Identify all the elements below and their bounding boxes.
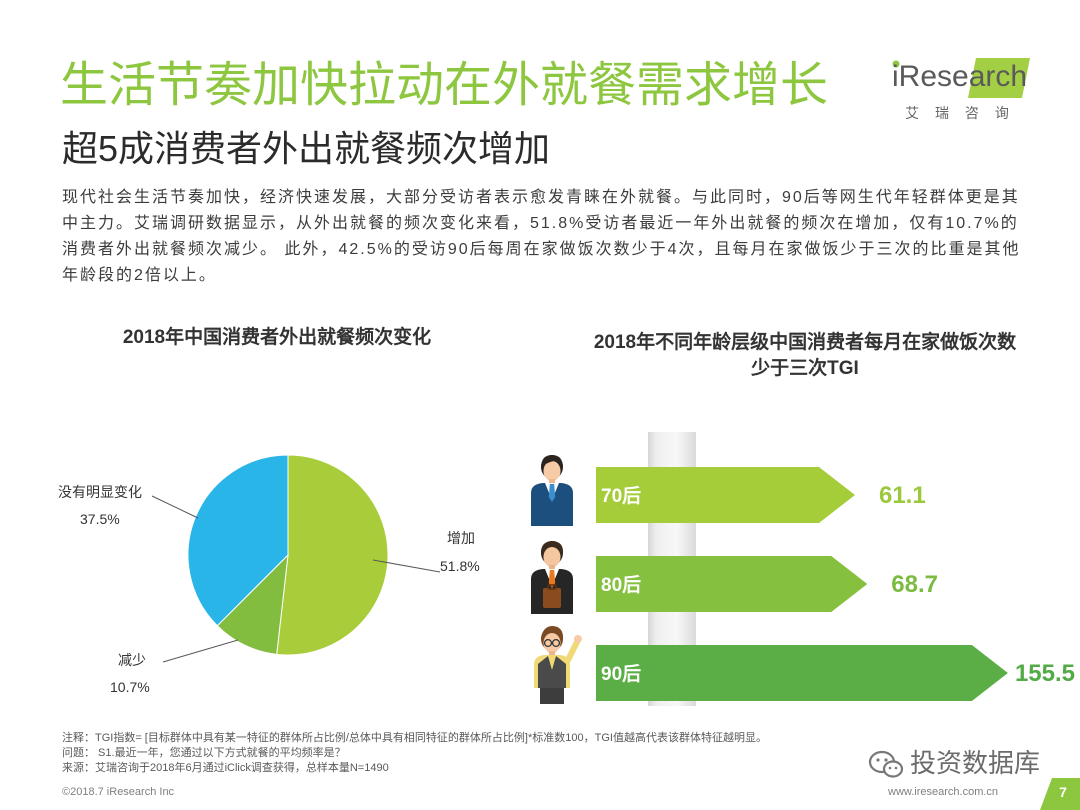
briefcase-handle	[547, 584, 557, 590]
leader-line-increase	[372, 559, 441, 573]
page-subtitle: 超5成消费者外出就餐频次增加	[62, 128, 551, 169]
leader-line-no-change	[151, 495, 199, 519]
logo-brand: iResearch	[892, 60, 1028, 93]
pie-slice-2	[216, 553, 289, 655]
logo-i-dot	[892, 60, 900, 68]
pie-slices	[187, 454, 389, 656]
pie-label-increase: 增加	[447, 530, 475, 546]
pants	[540, 688, 564, 704]
hair-top	[540, 541, 564, 555]
page-title: 生活节奏加快拉动在外就餐需求增长	[60, 59, 829, 112]
tie	[548, 570, 556, 588]
hair-top	[541, 626, 564, 640]
tgi-bars: 70后 61.1 80后 68.7 90后 155.5	[596, 467, 1075, 701]
tgi-bar-category-label: 90后	[601, 663, 641, 685]
tgi-bar-shape	[596, 556, 868, 612]
hand	[574, 635, 582, 643]
person-70s-icon	[531, 455, 573, 526]
vest	[538, 656, 566, 688]
wechat-eye-right	[884, 758, 888, 762]
intro-paragraph: 现代社会生活节奏加快，经济快速发展，大部分受访者表示愈发青睐在外就餐。与此同时，…	[62, 189, 1021, 284]
pie-label-decrease: 减少	[118, 652, 146, 668]
bar-chart-title: 2018年不同年龄层级中国消费者每月在家做饭次数少于三次TGI	[593, 332, 1017, 379]
footnote-question: 问题： S1.最近一年，您通过以下方式就餐的平均频率是？	[62, 747, 346, 759]
raised-arm	[565, 639, 580, 663]
tgi-bar-category-label: 80后	[601, 574, 641, 596]
neck	[549, 651, 555, 656]
watermark-text: 投资数据库	[910, 748, 1041, 778]
pie-value-increase: 51.8%	[440, 558, 480, 574]
logo-green-tag	[968, 58, 1030, 98]
footer-website[interactable]: www.iresearch.com.cn	[888, 786, 999, 798]
tgi-bar-shape	[596, 645, 1008, 701]
neck	[549, 479, 555, 484]
footnote-note: 注释：TGI指数= [目标群体中具有某一特征的群体所占比例/总体中具有相同特征的…	[62, 732, 767, 744]
pie-leader-lines	[151, 495, 441, 663]
tgi-bar-value-label: 68.7	[891, 571, 938, 598]
tgi-bar-value-label: 155.5	[1015, 660, 1075, 687]
hair-top	[541, 455, 563, 468]
footer-copyright: ©2018.7 iResearch Inc	[62, 786, 175, 798]
page-number: 7	[1059, 784, 1067, 800]
pie-chart	[151, 454, 441, 663]
wechat-eye-small-left	[888, 766, 892, 770]
logo-tag-shape	[892, 58, 1030, 98]
person-90s-icon	[534, 626, 582, 704]
logo-brand-cn: 艾 瑞 咨 询	[905, 105, 1015, 121]
pie-chart-title: 2018年中国消费者外出就餐频次变化	[122, 327, 432, 348]
wechat-eye-left	[876, 758, 880, 762]
face	[543, 547, 561, 567]
suit	[531, 483, 573, 526]
page-tab-shape	[1040, 778, 1080, 810]
person-80s-icon	[531, 541, 573, 614]
tgi-bar-category-label: 70后	[601, 485, 641, 507]
neck	[549, 565, 555, 570]
tgi-bar-chart: 70后 61.1 80后 68.7 90后 155.5	[531, 432, 1075, 706]
wechat-bubble-small	[882, 760, 904, 778]
pie-label-no-change: 没有明显变化	[58, 484, 142, 500]
pie-value-decrease: 10.7%	[110, 679, 150, 695]
footnotes: 注释：TGI指数= [目标群体中具有某一特征的群体所占比例/总体中具有相同特征的…	[62, 731, 767, 776]
wechat-eye-small-right	[894, 766, 898, 770]
face	[543, 461, 561, 481]
tgi-bar-1: 70后 61.1	[596, 467, 926, 523]
tgi-bar-2: 80后 68.7	[596, 556, 938, 612]
tie	[548, 484, 556, 502]
page-number-tab	[1040, 778, 1080, 810]
briefcase-icon	[543, 588, 561, 608]
tgi-bar-shape	[596, 467, 855, 523]
tgi-bar-3: 90后 155.5	[596, 645, 1075, 701]
wechat-icon	[868, 750, 904, 778]
leader-line-decrease	[162, 639, 239, 663]
tgi-bar-value-label: 61.1	[879, 482, 926, 509]
footnote-source: 来源：艾瑞咨询于2018年6月通过iClick调查获得，总样本量N=1490	[62, 762, 389, 774]
pie-value-no-change: 37.5%	[80, 511, 120, 527]
pie-slice-1	[276, 454, 389, 656]
